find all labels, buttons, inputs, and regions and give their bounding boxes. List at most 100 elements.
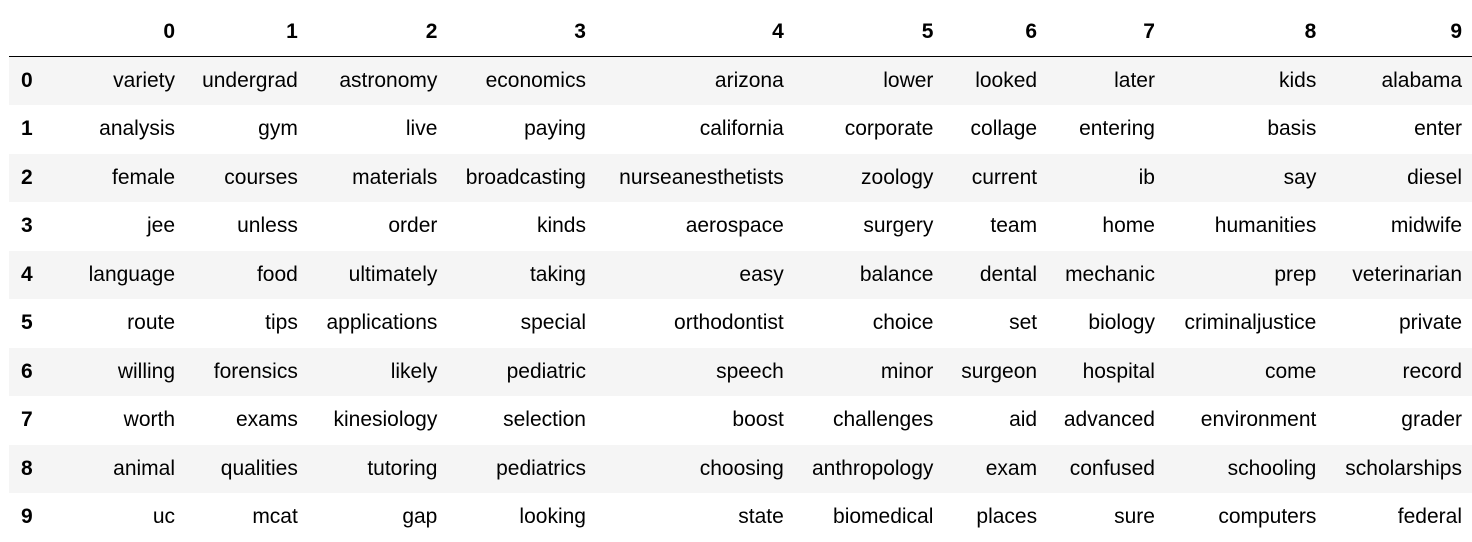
row-index: 9: [21, 505, 33, 529]
table-cell: team: [990, 214, 1038, 238]
table-row: 2 female courses materials broadcasting nurse…: [9, 153, 1472, 202]
table-cell: arizona: [714, 69, 784, 92]
table-cell: hospital: [1082, 359, 1155, 383]
table-cell: tutoring: [367, 456, 438, 480]
table-cell: current: [971, 165, 1038, 189]
table-cell: taking: [529, 262, 586, 286]
table-cell: looked: [975, 69, 1038, 92]
column-header-6: 6: [943, 8, 1048, 57]
table-cell: confused: [1069, 456, 1155, 480]
header-row: 0 1 2 3 4 5 6 7 8 9: [9, 8, 1472, 57]
table-cell: private: [1398, 311, 1462, 335]
table-cell: aerospace: [685, 214, 784, 238]
table-header: 0 1 2 3 4 5 6 7 8 9: [9, 8, 1472, 57]
table-row: 9 uc mcat gap looking state biomedical places su…: [9, 493, 1472, 542]
table-cell: midwife: [1390, 214, 1462, 238]
column-header-7: 7: [1047, 8, 1165, 57]
table-row: 3 jee unless order kinds aerospace surgery team…: [9, 202, 1472, 251]
table-cell: astronomy: [339, 69, 438, 92]
table-cell: schooling: [1227, 456, 1317, 480]
table-cell: zoology: [861, 165, 934, 189]
table-row: 6 willing forensics likely pediatric speech mi…: [9, 347, 1472, 396]
row-index: 3: [21, 214, 33, 238]
table-cell: corporate: [844, 117, 934, 141]
table-cell: dental: [979, 262, 1038, 286]
table-body: 0 variety undergrad astronomy economics arizo…: [9, 56, 1472, 542]
table-cell: collage: [970, 117, 1038, 141]
table-cell: tips: [265, 311, 298, 335]
table-cell: veterinarian: [1352, 262, 1462, 286]
dataframe-output: 0 1 2 3 4 5 6 7 8 9 0 variety undergrad ast…: [9, 8, 1472, 542]
table-cell: challenges: [833, 408, 934, 432]
table-cell: lower: [883, 69, 934, 92]
table-cell: choosing: [699, 456, 784, 480]
table-cell: unless: [237, 214, 298, 238]
table-cell: animal: [113, 456, 176, 480]
table-cell: food: [256, 262, 298, 286]
table-cell: qualities: [220, 456, 298, 480]
table-cell: kinds: [536, 214, 586, 238]
table-cell: scholarships: [1345, 456, 1462, 480]
table-cell: anthropology: [811, 456, 934, 480]
table-cell: enter: [1414, 117, 1462, 141]
table-cell: california: [699, 117, 784, 141]
table-row: 1 analysis gym live paying california corporat…: [9, 105, 1472, 154]
table-cell: easy: [739, 262, 784, 286]
table-cell: mcat: [252, 505, 298, 529]
row-index: 8: [21, 456, 33, 480]
table-row: 4 language food ultimately taking easy balance…: [9, 250, 1472, 299]
table-row: 7 worth exams kinesiology selection boost chal…: [9, 396, 1472, 445]
table-cell: federal: [1397, 505, 1462, 529]
table-cell: alabama: [1381, 69, 1462, 92]
column-header-9: 9: [1326, 8, 1472, 57]
table-cell: paying: [524, 117, 586, 141]
table-cell: boost: [732, 408, 784, 432]
column-header-5: 5: [793, 8, 944, 57]
table-cell: entering: [1079, 117, 1155, 141]
row-index: 1: [21, 117, 33, 141]
table-row: 0 variety undergrad astronomy economics arizo…: [9, 56, 1472, 105]
table-cell: nurseanesthetists: [619, 165, 784, 189]
table-cell: record: [1402, 359, 1462, 383]
column-header-0: 0: [49, 8, 186, 57]
column-header-2: 2: [307, 8, 448, 57]
table-cell: orthodontist: [674, 311, 784, 335]
table-cell: special: [520, 311, 586, 335]
table-cell: prep: [1274, 262, 1317, 286]
column-header-3: 3: [447, 8, 596, 57]
table-cell: basis: [1267, 117, 1317, 141]
table-cell: criminaljustice: [1184, 311, 1317, 335]
table-cell: looking: [519, 505, 586, 529]
table-cell: speech: [716, 359, 784, 383]
table-cell: set: [1009, 311, 1038, 335]
table-cell: come: [1265, 359, 1317, 383]
table-cell: exams: [235, 408, 298, 432]
table-cell: environment: [1200, 408, 1317, 432]
table-cell: selection: [503, 408, 586, 432]
table-cell: order: [388, 214, 438, 238]
table-cell: pediatric: [506, 359, 586, 383]
table-cell: economics: [485, 69, 586, 92]
table-cell: variety: [113, 69, 176, 92]
table-cell: aid: [1009, 408, 1038, 432]
table-cell: gym: [258, 117, 298, 141]
row-index: 7: [21, 408, 33, 432]
table-cell: surgery: [863, 214, 934, 238]
table-cell: live: [405, 117, 438, 141]
table-cell: courses: [224, 165, 298, 189]
table-cell: mechanic: [1065, 262, 1155, 286]
table-cell: broadcasting: [465, 165, 586, 189]
table-cell: kids: [1279, 69, 1317, 92]
row-index: 2: [21, 165, 33, 189]
table-cell: uc: [152, 505, 176, 529]
table-cell: route: [127, 311, 176, 335]
column-header-4: 4: [595, 8, 794, 57]
column-header-1: 1: [185, 8, 308, 57]
table-cell: biomedical: [833, 505, 934, 529]
table-cell: analysis: [99, 117, 176, 141]
table-cell: home: [1102, 214, 1155, 238]
table-cell: advanced: [1063, 408, 1155, 432]
table-cell: computers: [1218, 505, 1317, 529]
table-cell: worth: [123, 408, 176, 432]
table-cell: balance: [859, 262, 934, 286]
